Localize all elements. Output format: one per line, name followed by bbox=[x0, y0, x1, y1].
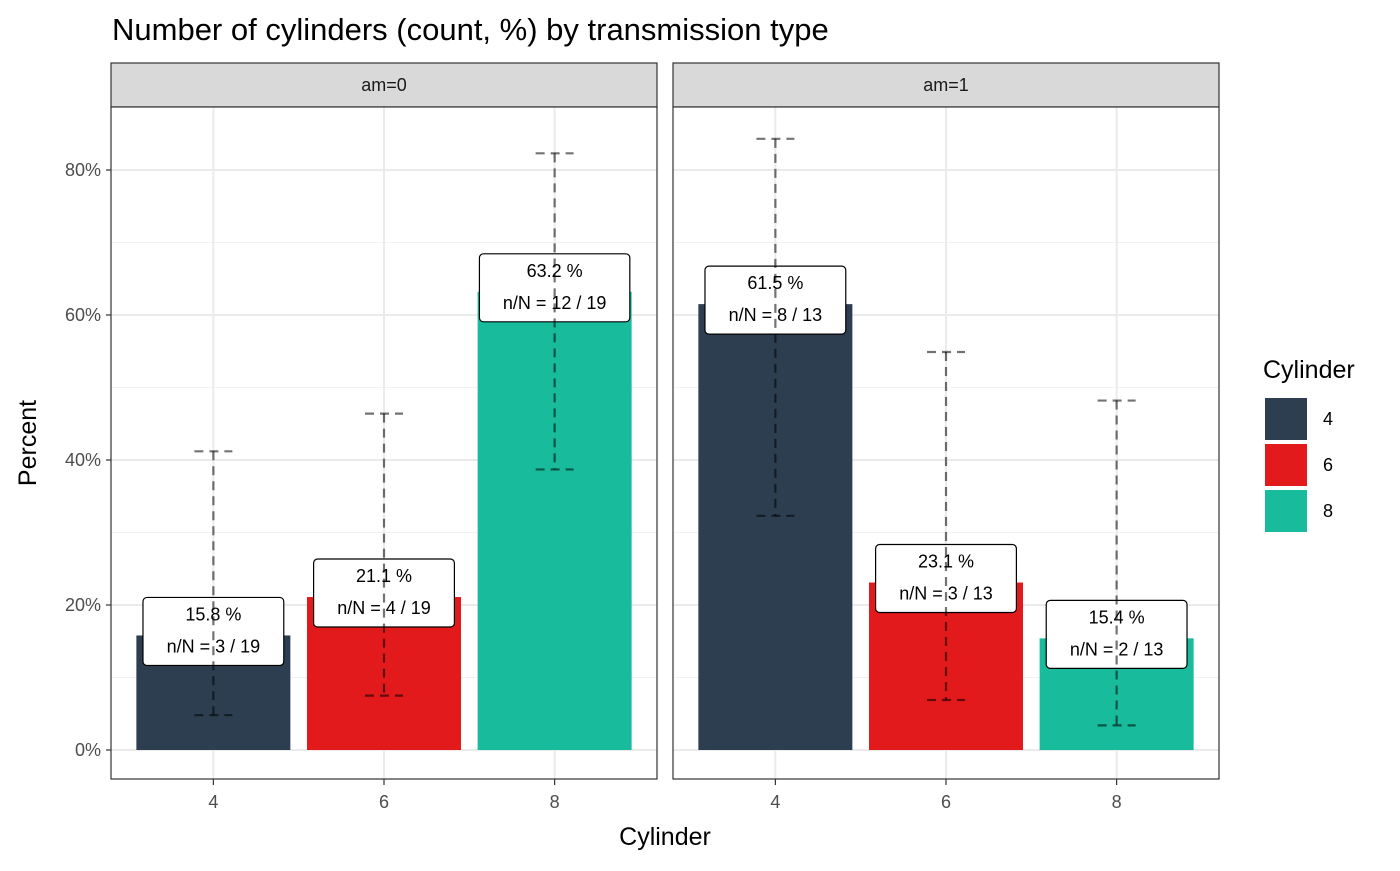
error-bar bbox=[365, 412, 403, 697]
percent-label: 21.1 % bbox=[356, 566, 412, 586]
percent-label: 15.8 % bbox=[185, 604, 241, 624]
chart-title: Number of cylinders (count, %) by transm… bbox=[112, 12, 829, 47]
x-tick-label: 6 bbox=[379, 792, 389, 812]
y-tick-label: 80% bbox=[65, 160, 101, 180]
error-bar bbox=[1097, 399, 1136, 727]
legend-swatch bbox=[1265, 398, 1307, 440]
facet-strip-label: am=0 bbox=[361, 75, 407, 95]
legend-swatch bbox=[1265, 444, 1307, 486]
percent-label: 63.2 % bbox=[527, 261, 583, 281]
x-tick-label: 4 bbox=[770, 792, 780, 812]
x-tick-label: 6 bbox=[941, 792, 951, 812]
count-label: n/N = 4 / 19 bbox=[337, 598, 431, 618]
legend-swatch bbox=[1265, 490, 1307, 532]
percent-label: 23.1 % bbox=[918, 552, 974, 572]
error-bar bbox=[535, 152, 574, 471]
legend: Cylinder 4 6 8 bbox=[1263, 356, 1355, 532]
facet-strip bbox=[110, 62, 658, 108]
y-tick-label: 60% bbox=[65, 305, 101, 325]
count-label: n/N = 12 / 19 bbox=[503, 293, 607, 313]
y-tick-label: 40% bbox=[65, 450, 101, 470]
facet-strip bbox=[672, 62, 1220, 108]
x-tick-label: 4 bbox=[208, 792, 218, 812]
x-tick-label: 8 bbox=[550, 792, 560, 812]
legend-label: 6 bbox=[1323, 455, 1333, 475]
percent-label: 61.5 % bbox=[747, 273, 803, 293]
legend-label: 4 bbox=[1323, 409, 1333, 429]
facet-panels: 0%20%40%60%80%am=015.8 %n/N = 3 / 1921.1… bbox=[65, 62, 1220, 812]
facet-strip-label: am=1 bbox=[923, 75, 969, 95]
y-axis-title: Percent bbox=[14, 400, 42, 486]
error-bar bbox=[927, 350, 965, 702]
y-tick-label: 0% bbox=[75, 740, 101, 760]
bar bbox=[477, 291, 632, 750]
x-axis-title: Cylinder bbox=[619, 823, 711, 851]
error-bar bbox=[756, 137, 795, 517]
y-tick-label: 20% bbox=[65, 595, 101, 615]
bar bbox=[698, 304, 853, 750]
legend-title: Cylinder bbox=[1263, 356, 1355, 384]
x-tick-label: 8 bbox=[1112, 792, 1122, 812]
count-label: n/N = 8 / 13 bbox=[729, 305, 823, 325]
legend-label: 8 bbox=[1323, 501, 1333, 521]
error-bar bbox=[194, 450, 233, 717]
